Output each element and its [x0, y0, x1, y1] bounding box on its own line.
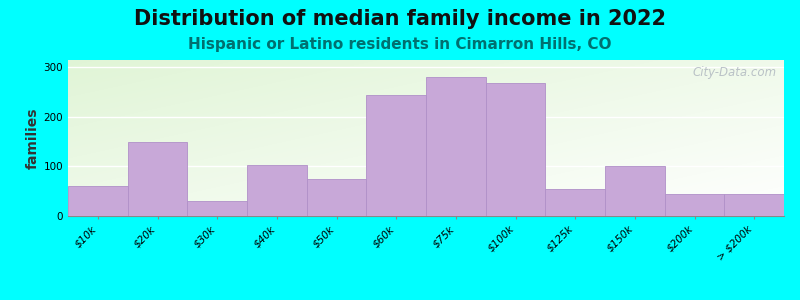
Bar [366, 95, 426, 216]
Bar [546, 189, 605, 216]
Bar [665, 194, 724, 216]
Bar [128, 142, 187, 216]
Y-axis label: families: families [26, 107, 39, 169]
Text: Hispanic or Latino residents in Cimarron Hills, CO: Hispanic or Latino residents in Cimarron… [188, 38, 612, 52]
Bar [605, 167, 665, 216]
Bar [247, 166, 306, 216]
Bar [486, 83, 546, 216]
Text: City-Data.com: City-Data.com [693, 66, 777, 79]
Text: Distribution of median family income in 2022: Distribution of median family income in … [134, 9, 666, 29]
Bar [426, 77, 486, 216]
Bar [68, 186, 128, 216]
Bar [187, 201, 247, 216]
Bar [724, 194, 784, 216]
Bar [306, 179, 366, 216]
